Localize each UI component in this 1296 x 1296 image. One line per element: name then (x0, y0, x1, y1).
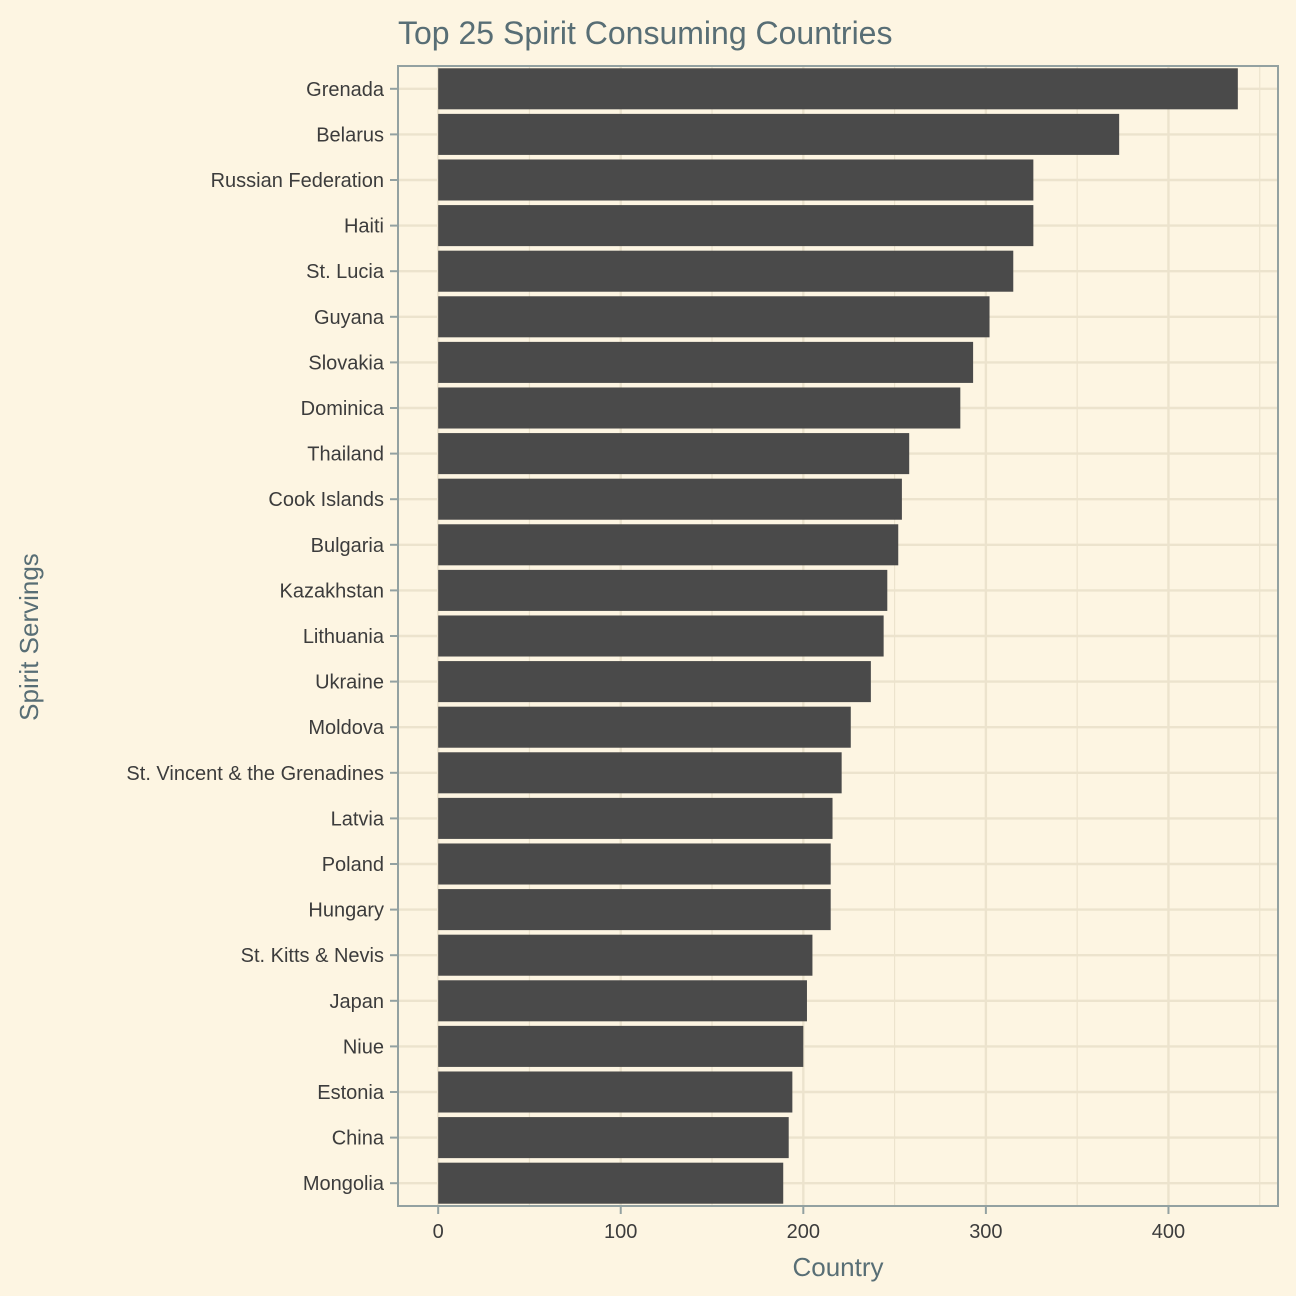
y-axis-title: Spirit Servings (14, 553, 44, 721)
bar (438, 569, 888, 611)
y-tick-label: Thailand (307, 444, 384, 466)
bar (438, 934, 813, 976)
bar (438, 341, 974, 383)
y-tick-label: Hungary (308, 900, 384, 922)
x-tick-label: 0 (433, 1221, 444, 1243)
y-axis: Grenada Belarus Russian Federation Haiti St.… (126, 79, 398, 1195)
bar (438, 1117, 789, 1159)
bar (438, 387, 961, 429)
x-tick-label: 100 (604, 1221, 637, 1243)
x-axis: 0 100 200 300 400 (433, 1206, 1185, 1243)
bar (438, 113, 1120, 155)
y-tick-label: Ukraine (315, 672, 384, 694)
y-tick-label: Haiti (344, 216, 384, 238)
bar (438, 797, 833, 839)
y-tick-label: Grenada (306, 79, 385, 101)
y-tick-label: Bulgaria (311, 535, 385, 557)
bar (438, 68, 1238, 110)
y-tick-label: Slovakia (308, 352, 384, 374)
bar (438, 661, 871, 703)
y-tick-label: Belarus (316, 124, 384, 146)
bar (438, 159, 1034, 201)
y-tick-label: Cook Islands (268, 489, 384, 511)
y-tick-label: Niue (343, 1036, 384, 1058)
y-tick-label: Guyana (314, 307, 385, 329)
bar (438, 843, 831, 885)
bar (438, 706, 851, 748)
x-tick-label: 400 (1152, 1221, 1185, 1243)
x-axis-title: Country (792, 1252, 883, 1282)
x-tick-label: 300 (969, 1221, 1002, 1243)
bar (438, 1025, 804, 1067)
bars (438, 68, 1238, 1204)
y-tick-label: Moldova (308, 717, 384, 739)
y-tick-label: Mongolia (303, 1173, 385, 1195)
bar (438, 524, 899, 566)
bar (438, 1071, 793, 1113)
y-tick-label: Latvia (331, 808, 385, 830)
bar (438, 433, 910, 475)
bar (438, 1162, 784, 1204)
bar (438, 980, 807, 1022)
chart-title: Top 25 Spirit Consuming Countries (398, 15, 892, 51)
y-tick-label: China (332, 1128, 385, 1150)
bar (438, 250, 1014, 292)
bar (438, 615, 884, 657)
y-tick-label: Kazakhstan (279, 580, 384, 602)
y-tick-label: Dominica (301, 398, 385, 420)
bar (438, 889, 831, 931)
y-tick-label: St. Lucia (306, 261, 385, 283)
y-tick-label: Estonia (317, 1082, 385, 1104)
y-tick-label: Poland (322, 854, 384, 876)
y-tick-label: Russian Federation (211, 170, 384, 192)
y-tick-label: St. Vincent & the Grenadines (126, 763, 384, 785)
bar (438, 478, 902, 520)
y-tick-label: Lithuania (303, 626, 385, 648)
x-tick-label: 200 (787, 1221, 820, 1243)
y-tick-label: St. Kitts & Nevis (241, 945, 384, 967)
bar (438, 296, 990, 338)
y-tick-label: Japan (330, 991, 385, 1013)
bar (438, 205, 1034, 247)
bar (438, 752, 842, 794)
